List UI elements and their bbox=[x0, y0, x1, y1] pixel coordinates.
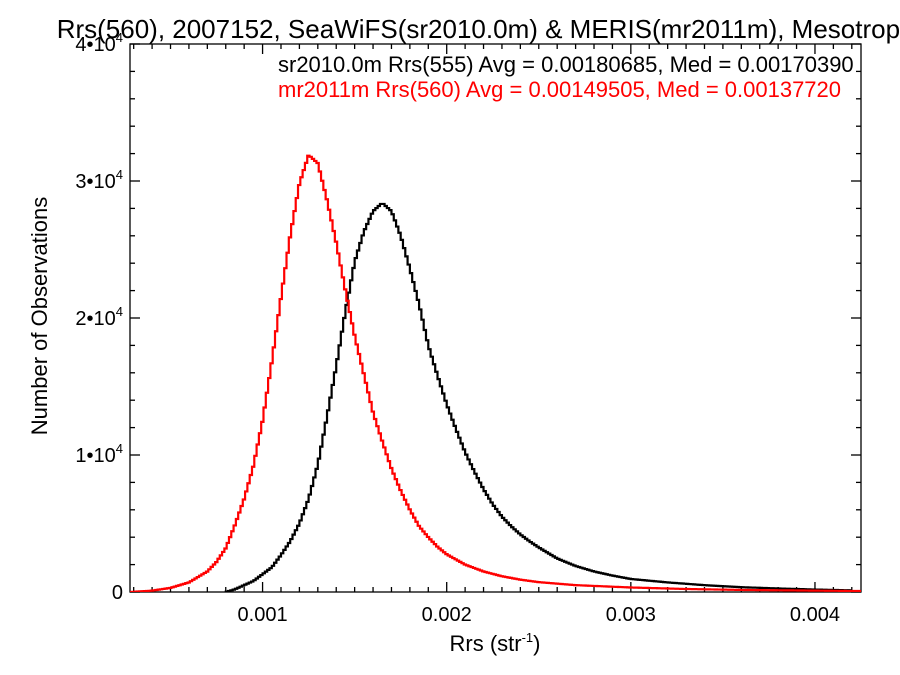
y-tick-label: 3•104 bbox=[75, 167, 123, 193]
x-tick-labels: 0.001 0.002 0.003 0.004 bbox=[238, 604, 840, 626]
y-tick-label: 0 bbox=[112, 582, 123, 604]
chart-title: Rrs(560), 2007152, SeaWiFS(sr2010.0m) & … bbox=[57, 14, 900, 44]
legend-entry-mr2011: mr2011m Rrs(560) Avg = 0.00149505, Med =… bbox=[278, 77, 841, 102]
x-tick-label: 0.004 bbox=[790, 604, 840, 626]
x-axis-label-main: Rrs (str bbox=[450, 631, 522, 656]
y-tick-label: 1•104 bbox=[75, 441, 123, 467]
y-tick-labels: 0 1•104 2•104 3•104 4•104 bbox=[75, 30, 123, 604]
x-axis-label-sup: -1 bbox=[522, 630, 534, 645]
x-tick-label: 0.001 bbox=[238, 604, 288, 626]
y-tick-label: 4•104 bbox=[75, 30, 123, 56]
x-tick-label: 0.002 bbox=[422, 604, 472, 626]
x-tick-label: 0.003 bbox=[606, 604, 656, 626]
y-axis-label: Number of Observations bbox=[27, 197, 52, 435]
series-mr2011-line bbox=[130, 154, 861, 592]
legend-entry-sr2010: sr2010.0m Rrs(555) Avg = 0.00180685, Med… bbox=[278, 52, 854, 77]
x-axis-label-suffix: ) bbox=[533, 631, 540, 656]
series-sr2010-line bbox=[224, 202, 852, 592]
y-tick-label: 2•104 bbox=[75, 304, 123, 330]
x-axis-label: Rrs (str-1) bbox=[450, 630, 541, 656]
